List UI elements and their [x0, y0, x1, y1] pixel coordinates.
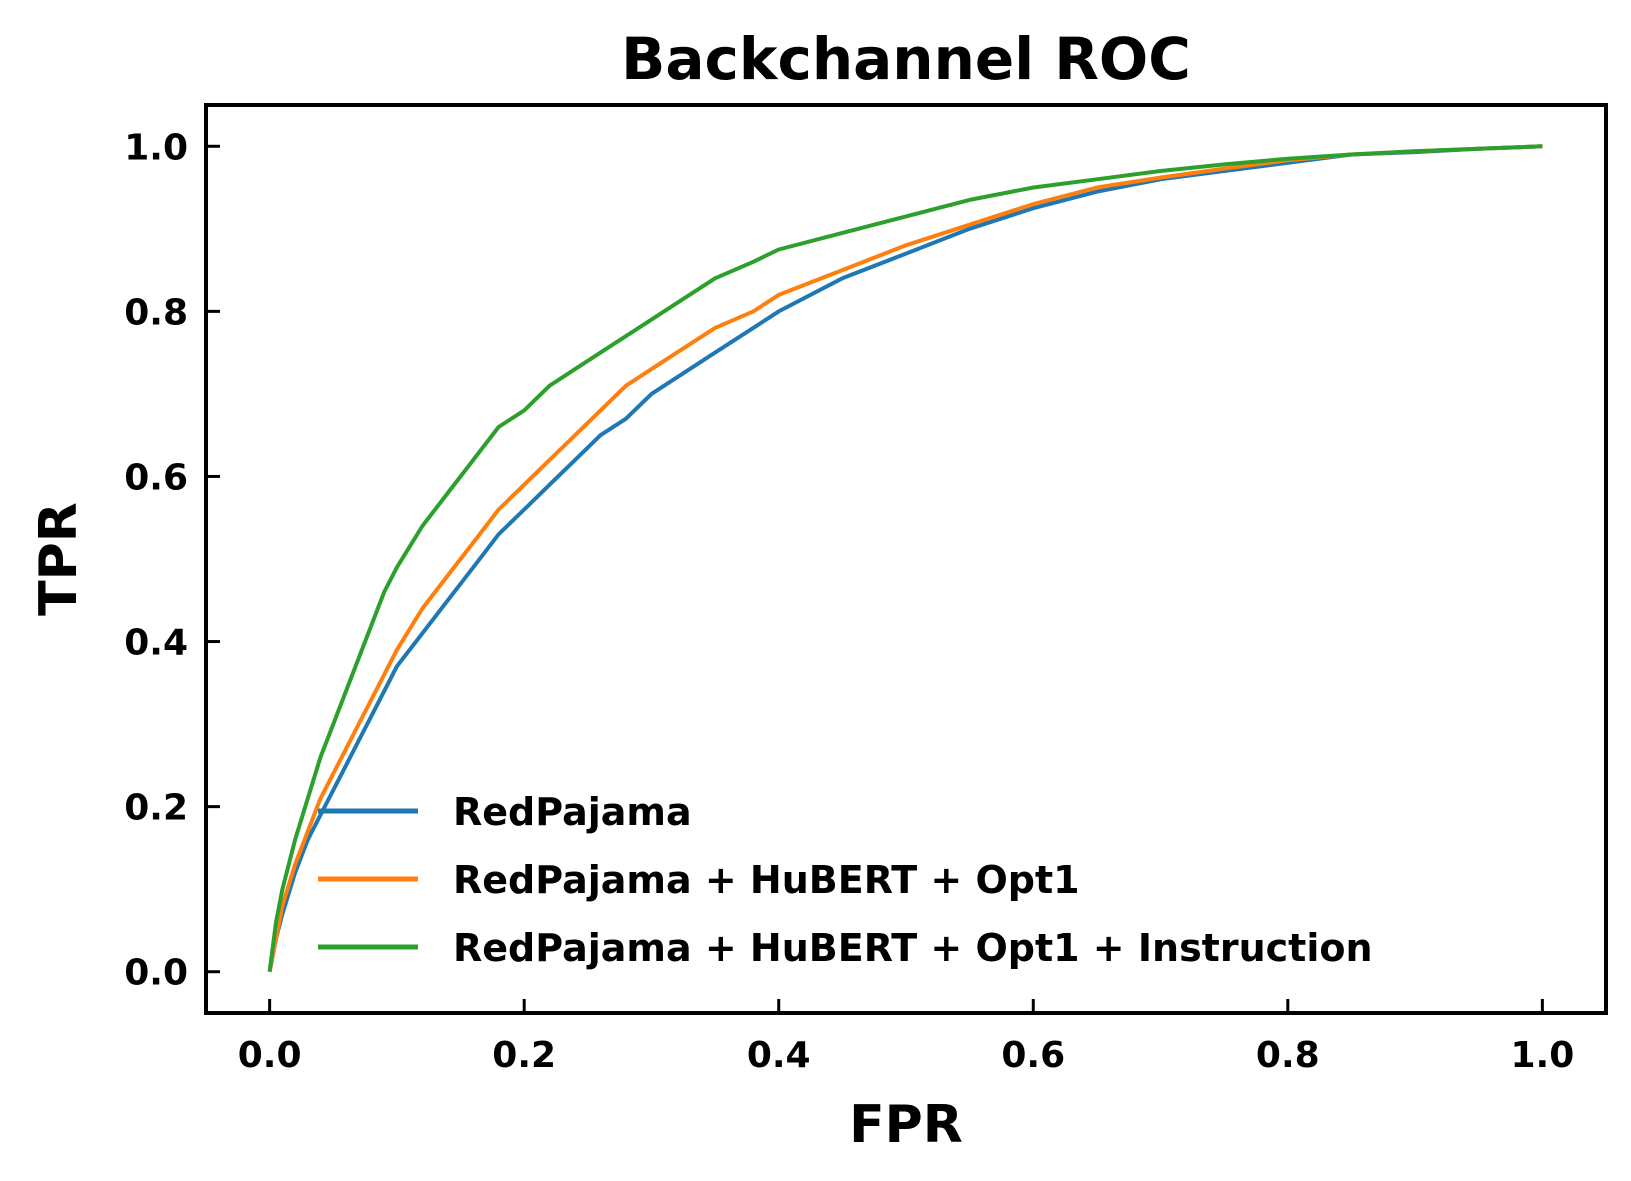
y-axis-label: TPR [29, 502, 89, 616]
series-line-2 [267, 144, 1543, 973]
plot-frame [204, 103, 1608, 1015]
legend: RedPajama RedPajama + HuBERT + Opt1 RedPaj… [318, 790, 1373, 970]
x-tick-label: 1.0 [1510, 1035, 1574, 1076]
x-tick-label: 0.8 [1256, 1035, 1320, 1076]
legend-label-2: RedPajama + HuBERT + Opt1 [453, 858, 1080, 902]
series-line-3 [267, 144, 1543, 972]
y-tick-label: 0.8 [124, 292, 188, 333]
x-axis-label: FPR [849, 1095, 963, 1155]
legend-label-3: RedPajama + HuBERT + Opt1 + Instruction [453, 926, 1373, 970]
tick-group: 0.0 0.2 0.4 0.6 0.8 1.0 0.0 0.2 0.4 0.6 0.8 1.0 [124, 127, 1574, 1076]
y-tick-label: 0.6 [124, 457, 188, 498]
series-lines [267, 144, 1543, 973]
y-tick-label: 0.0 [124, 953, 188, 994]
x-tick-label: 0.4 [747, 1035, 811, 1076]
x-tick-label: 0.0 [238, 1035, 302, 1076]
x-tick-label: 0.2 [492, 1035, 556, 1076]
y-tick-label: 1.0 [124, 127, 188, 168]
x-tick-label: 0.6 [1001, 1035, 1065, 1076]
series-line-1 [267, 144, 1543, 973]
chart-title: Backchannel ROC [621, 25, 1191, 93]
y-tick-label: 0.2 [124, 788, 188, 829]
legend-label-1: RedPajama [453, 790, 692, 834]
y-tick-label: 0.4 [124, 623, 188, 664]
